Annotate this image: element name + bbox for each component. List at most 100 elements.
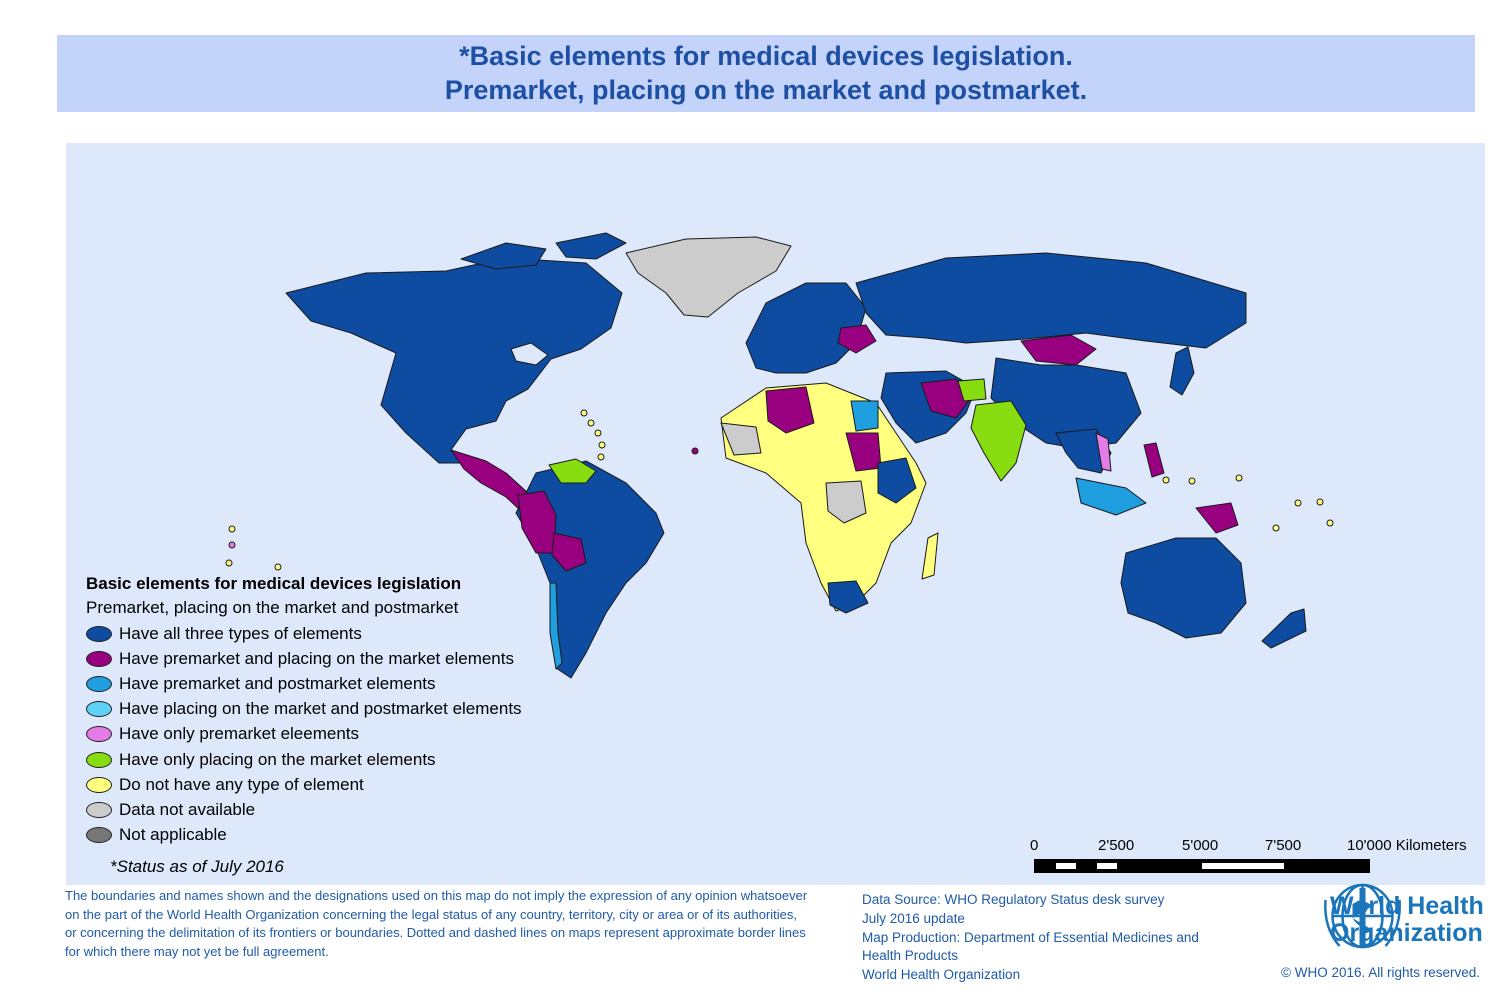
atlantic-island-marker — [691, 447, 699, 455]
pacific-island-marker — [1326, 519, 1334, 527]
pacific-island-marker — [274, 563, 282, 571]
legend-label: Have all three types of elements — [119, 623, 362, 643]
venezuela-region — [548, 458, 597, 484]
scale-bar-segment — [1097, 863, 1117, 869]
indonesia-region — [1075, 477, 1147, 516]
legend-swatch — [86, 776, 112, 793]
pacific-island-marker — [1316, 498, 1324, 506]
legend-title: Basic elements for medical devices legis… — [86, 574, 462, 593]
south-africa-region — [827, 580, 869, 614]
pacific-island-marker — [228, 541, 236, 549]
legend-item: Have only placing on the market elements — [86, 747, 606, 772]
pacific-island-marker — [1188, 477, 1196, 485]
pacific-island-marker — [225, 559, 233, 567]
world-map-svg — [225, 232, 1334, 679]
world-map — [66, 143, 1485, 885]
bolivia-region — [551, 532, 587, 572]
legend-item: Have all three types of elements — [86, 621, 606, 646]
scale-label: 10'000 Kilometers — [1347, 837, 1467, 854]
legend-swatch — [86, 801, 112, 818]
who-logo-text: World Health Organization — [1330, 893, 1484, 947]
legend-label: Do not have any type of element — [119, 774, 364, 794]
chile-region — [549, 582, 563, 670]
scale-label: 7'500 — [1265, 837, 1302, 854]
pacific-island-marker — [1294, 499, 1302, 507]
pacific-island-marker — [228, 525, 236, 533]
arctic-islands-region — [555, 232, 627, 260]
legend-label: Have only premarket eleements — [119, 724, 360, 744]
map-title-banner: *Basic elements for medical devices legi… — [57, 35, 1475, 112]
legend-items: Have all three types of elements Have pre… — [86, 621, 606, 848]
legend-item: Have premarket and placing on the market… — [86, 646, 606, 671]
legend-swatch — [86, 701, 112, 718]
caribbean-island-marker — [587, 419, 595, 427]
pacific-island-marker — [1272, 524, 1280, 532]
north-america-region — [285, 257, 623, 464]
legend-item: Have premarket and postmarket elements — [86, 671, 606, 696]
legend-item: Not applicable — [86, 823, 606, 848]
who-emblem-icon — [1324, 883, 1401, 949]
philippines-region — [1143, 442, 1165, 478]
new-zealand-region — [1261, 608, 1307, 649]
scale-label: 5'000 — [1182, 837, 1219, 854]
legend-label: Not applicable — [119, 825, 227, 845]
afghanistan-region — [957, 378, 987, 402]
map-title-line-1: *Basic elements for medical devices legi… — [459, 41, 1073, 71]
legend-swatch — [86, 827, 112, 844]
source-line: Data Source: WHO Regulatory Status desk … — [862, 892, 1165, 907]
legend-item: Data not available — [86, 797, 606, 822]
legend-label: Have only placing on the market elements — [119, 749, 436, 769]
legend-item: Have placing on the market and postmarke… — [86, 697, 606, 722]
caribbean-island-marker — [594, 429, 602, 437]
legend-item: Do not have any type of element — [86, 772, 606, 797]
data-source: Data Source: WHO Regulatory Status desk … — [862, 891, 1222, 985]
source-line: Health Products — [862, 948, 959, 964]
scale-bar-segment — [1056, 863, 1076, 869]
legend-item: Have only premarket eleements — [86, 722, 606, 747]
algeria-region — [765, 386, 815, 434]
who-logo-line-1: World Health — [1330, 892, 1484, 920]
status-note: *Status as of July 2016 — [110, 857, 284, 876]
source-line: July 2016 update — [862, 910, 965, 926]
australia-region — [1120, 537, 1247, 639]
caribbean-island-marker — [598, 441, 606, 449]
legend-swatch — [86, 675, 112, 692]
ukraine-region — [837, 324, 877, 354]
egypt-region — [850, 400, 879, 432]
russia-region — [855, 252, 1247, 349]
mongolia-region — [1020, 334, 1097, 366]
greenland-region — [625, 236, 792, 318]
legend-swatch — [86, 726, 112, 743]
disclaimer-line: The boundaries and names shown and the d… — [65, 888, 808, 903]
pacific-island-marker — [1162, 476, 1170, 484]
pacific-island-marker — [1235, 474, 1243, 482]
iran-region — [920, 378, 972, 419]
legend-label: Data not available — [119, 799, 256, 819]
caribbean-island-marker — [580, 409, 588, 417]
legend-swatch — [86, 751, 112, 768]
madagascar-region — [921, 532, 939, 580]
map-title-line-2: Premarket, placing on the market and pos… — [444, 75, 1088, 105]
legend-label: Have premarket and placing on the market… — [119, 648, 514, 668]
scale-label: 0 — [1030, 837, 1039, 854]
papua-region — [1195, 502, 1239, 534]
legend-label: Have premarket and postmarket elements — [119, 673, 436, 693]
vietnam-region — [1095, 432, 1112, 472]
caribbean-island-marker — [597, 453, 605, 461]
disclaimer-line: or concerning the delimitation of its fr… — [65, 925, 806, 940]
disclaimer-line: for which there may not yet be full agre… — [65, 943, 329, 959]
japan-region — [1169, 346, 1195, 396]
disclaimer-line: on the part of the World Health Organiza… — [65, 906, 797, 922]
legend: Basic elements for medical devices legis… — [86, 573, 606, 848]
copyright: © WHO 2016. All rights reserved. — [1281, 965, 1481, 980]
scale-bar-segment — [1202, 863, 1284, 869]
india-region — [970, 400, 1027, 482]
legend-subtitle: Premarket, placing on the market and pos… — [86, 598, 459, 617]
great-lakes-region — [510, 342, 549, 366]
legend-swatch — [86, 650, 112, 667]
source-line: Map Production: Department of Essential … — [862, 929, 1199, 945]
legend-swatch — [86, 625, 112, 642]
legend-label: Have placing on the market and postmarke… — [119, 699, 522, 719]
west-africa-region — [720, 422, 762, 456]
east-africa-region — [877, 457, 917, 504]
